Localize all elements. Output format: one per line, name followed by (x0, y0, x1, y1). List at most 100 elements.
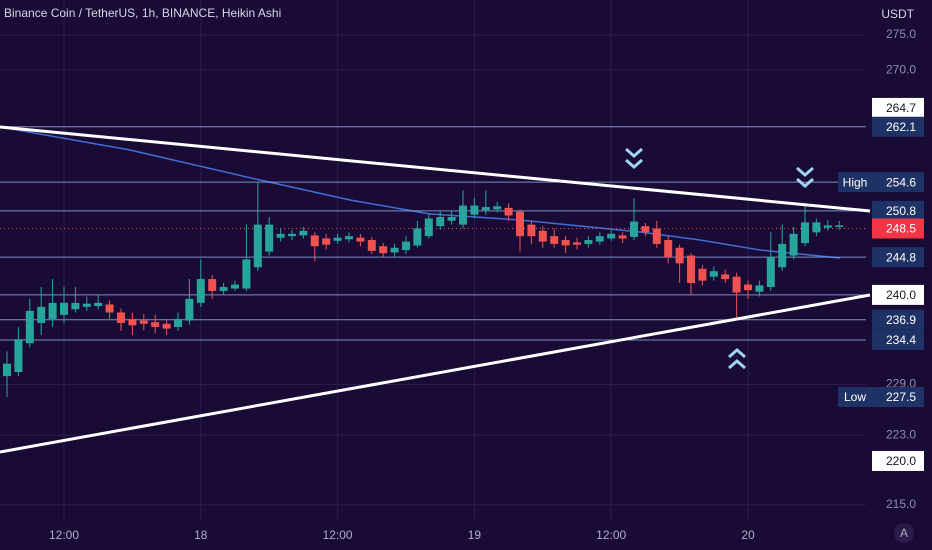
candle-body (151, 322, 160, 327)
candle-body (424, 218, 433, 237)
price-marker-label: 240.0 (886, 288, 916, 302)
candle-body (174, 318, 182, 327)
candle-body (561, 240, 570, 246)
candle-body (755, 285, 764, 292)
signal-up (728, 348, 746, 370)
y-tick-label: 215.0 (886, 497, 916, 511)
price-marker-name-box (838, 172, 872, 193)
candle-body (801, 222, 809, 244)
candle-body (732, 276, 741, 293)
x-tick-label: 12:00 (323, 528, 353, 542)
candle-body (436, 216, 445, 227)
candle-body (253, 224, 262, 268)
candle-body (709, 271, 718, 277)
candle-body (698, 268, 707, 281)
candle-body (82, 303, 91, 307)
candle-body (14, 339, 23, 372)
price-marker-label: 254.6 (886, 175, 916, 189)
trend-line (0, 293, 871, 454)
candle-body (481, 207, 490, 211)
candle-body (516, 211, 524, 237)
price-marker-box (872, 247, 924, 268)
x-tick-label: 20 (741, 528, 755, 542)
candle-body (664, 240, 673, 258)
candle-body (527, 224, 536, 237)
candle-body (595, 236, 604, 242)
candle-body (573, 242, 581, 245)
price-marker-name-box (838, 386, 872, 407)
price-marker-box (872, 200, 924, 221)
x-tick-label: 12:00 (596, 528, 626, 542)
scale-button[interactable] (894, 523, 914, 543)
price-marker-box (872, 97, 924, 118)
price-marker-label: 244.8 (886, 250, 916, 264)
candle-body (25, 310, 34, 344)
candle-body (675, 247, 684, 264)
candle-body (208, 279, 217, 291)
candle-body (379, 246, 388, 254)
price-marker-name: Low (844, 390, 866, 404)
price-marker-label: 234.4 (886, 333, 916, 347)
candle-body (607, 233, 616, 239)
price-marker-box (872, 218, 924, 239)
candle-body (618, 235, 627, 239)
y-tick-label: 270.0 (886, 62, 916, 76)
price-levels (0, 126, 866, 341)
price-marker-box (872, 450, 924, 471)
candle-body (390, 247, 399, 253)
candle-body (550, 236, 559, 244)
price-marker-label: 250.8 (886, 204, 916, 218)
candle-body (288, 233, 296, 237)
trend-line (0, 125, 871, 213)
grid (0, 0, 866, 520)
candle-body (37, 306, 46, 323)
candle-body (231, 284, 239, 289)
candle-body (333, 237, 342, 241)
price-marker-box (872, 309, 924, 330)
candle-body (105, 304, 114, 313)
price-marker-label: 220.0 (886, 454, 916, 468)
candle-body (322, 238, 331, 245)
candle-body (345, 236, 353, 240)
candle-body (744, 284, 752, 291)
candle-body (185, 298, 194, 321)
price-marker-box (872, 284, 924, 305)
scale-button-label[interactable]: A (900, 526, 908, 540)
x-tick-label: 12:00 (49, 528, 79, 542)
candle-body (60, 302, 68, 315)
candle-body (447, 216, 456, 221)
candle-body (470, 205, 479, 215)
candle-body (413, 228, 422, 246)
price-marker-box (872, 329, 924, 350)
price-marker-label: 264.7 (886, 101, 916, 115)
candle-body (356, 237, 365, 242)
candle-body (721, 274, 730, 280)
candle-body (94, 302, 103, 307)
candle-body (139, 320, 148, 324)
price-marker-box (872, 116, 924, 137)
candle-body (196, 279, 205, 303)
price-marker-label: 248.5 (886, 222, 916, 236)
candle-body (367, 240, 376, 251)
candle-body (641, 226, 650, 233)
candle-body (835, 225, 844, 227)
candle-body (117, 312, 125, 323)
y-tick-label: 275.0 (886, 27, 916, 41)
price-marker-box (872, 172, 924, 193)
candle-body (766, 257, 775, 287)
x-tick-label: 19 (468, 528, 482, 542)
currency-label: USDT (881, 7, 914, 21)
candle-body (310, 235, 319, 247)
y-tick-label: 223.0 (886, 427, 916, 441)
moving-average (0, 126, 841, 259)
candle-body (504, 207, 513, 216)
candle-body (778, 243, 787, 268)
candle-body (630, 221, 638, 237)
candles (3, 182, 844, 397)
candle-body (402, 241, 410, 251)
candle-body (219, 286, 228, 291)
